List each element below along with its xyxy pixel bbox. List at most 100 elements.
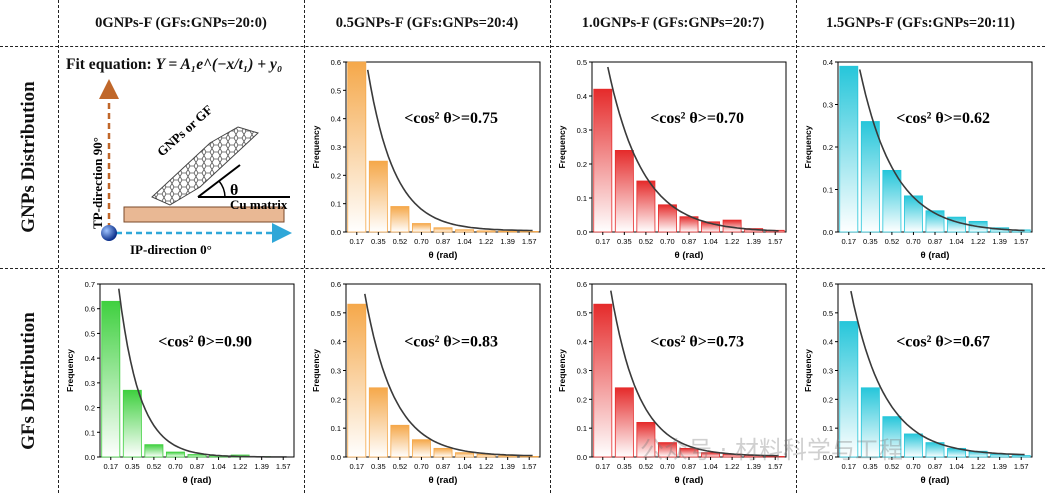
x-tick-label: 1.39 [254, 462, 269, 471]
y-tick-label: 0.0 [331, 453, 341, 462]
x-tick-label: 0.87 [928, 237, 943, 246]
chart-svg: 0.0 0.1 0.2 0.3 0.4 0.5 0.6 0.17 0.35 0.52 0.70 0.8… [557, 280, 787, 486]
x-tick-label: 1.57 [1014, 237, 1029, 246]
x-tick-label: 1.22 [971, 237, 986, 246]
y-tick-label: 0.1 [577, 424, 587, 433]
y-tick-label: 0.1 [823, 186, 833, 195]
x-tick-label: 1.22 [479, 462, 494, 471]
bar [593, 303, 613, 458]
angle-label: θ [230, 182, 238, 199]
x-tick-label: 1.22 [725, 237, 740, 246]
bar [144, 444, 164, 458]
cu-matrix-slab [123, 206, 285, 223]
chart-gfs-0: 0.0 0.1 0.2 0.3 0.4 0.5 0.6 0.7 0.17 0.35 0.52 0.70… [60, 270, 304, 491]
column-header: 0GNPs-F (GFs:GNPs=20:0) [95, 14, 267, 31]
x-tick-label: 0.52 [393, 237, 408, 246]
y-tick-label: 0.5 [577, 58, 587, 67]
x-tick-label: 1.39 [992, 462, 1007, 471]
grid-divider [304, 0, 305, 493]
grid-divider [796, 0, 797, 493]
chart-gnps-1.5: 0.0 0.1 0.2 0.3 0.4 0.17 0.35 0.52 0.70 0.87 1.04 1… [798, 48, 1042, 266]
x-tick-label: 1.39 [746, 462, 761, 471]
chart-svg: 0.0 0.1 0.2 0.3 0.4 0.5 0.6 0.17 0.35 0.52 0.70 0.8… [803, 280, 1033, 486]
y-tick-label: 0.4 [577, 338, 587, 347]
y-axis-label: Frequency [557, 349, 567, 392]
y-axis-label: Frequency [311, 349, 321, 392]
watermark: 公众号 · 材料科学与工程 [640, 436, 903, 464]
x-tick-label: 1.04 [211, 462, 226, 471]
x-tick-label: 1.39 [500, 237, 515, 246]
row-label: GFs Distribution [0, 268, 58, 493]
x-tick-label: 1.39 [746, 237, 761, 246]
bar [411, 439, 431, 458]
x-tick-label: 0.17 [595, 462, 610, 471]
bar [519, 456, 539, 458]
y-tick-label: 0.5 [577, 309, 587, 318]
y-tick-label: 0.5 [823, 309, 833, 318]
orientation-schematic: θ Cu matrix GNPs or GF TP-direction 90° … [90, 79, 292, 257]
y-tick-label: 0.3 [577, 126, 587, 135]
x-tick-label: 1.57 [768, 237, 783, 246]
fit-equation: Fit equation: Y = A₁e^(−x/t₁) + y₀ [66, 56, 282, 74]
y-axis-label: Frequency [803, 349, 813, 392]
y-tick-label: 0.0 [331, 228, 341, 237]
bar [614, 150, 634, 233]
bar [455, 452, 475, 458]
cos2-annotation: <cos² θ>=0.83 [404, 333, 498, 350]
y-tick-label: 0.3 [577, 367, 587, 376]
x-tick-label: 1.39 [992, 237, 1007, 246]
x-tick-label: 1.57 [276, 462, 291, 471]
x-tick-label: 0.17 [103, 462, 118, 471]
x-tick-label: 1.04 [457, 237, 472, 246]
x-tick-label: 0.87 [682, 237, 697, 246]
x-tick-label: 0.17 [349, 237, 364, 246]
bar [122, 389, 142, 458]
origin-sphere [101, 225, 117, 241]
bar [860, 121, 880, 233]
fit-curve [118, 288, 287, 458]
bar [187, 454, 207, 458]
cos2-annotation: <cos² θ>=0.67 [896, 333, 990, 350]
x-tick-label: 0.35 [371, 462, 386, 471]
fit-curve [610, 290, 779, 457]
y-tick-label: 0.1 [85, 428, 95, 437]
x-tick-label: 1.22 [971, 462, 986, 471]
x-axis-label: θ (rad) [675, 475, 704, 486]
bar [455, 229, 475, 233]
x-tick-label: 0.87 [682, 462, 697, 471]
cos2-annotation: <cos² θ>=0.90 [158, 333, 252, 350]
chart-svg: 0.0 0.1 0.2 0.3 0.4 0.5 0.6 0.17 0.35 0.52 0.70 0.8… [311, 280, 541, 486]
x-tick-label: 1.04 [949, 462, 964, 471]
x-tick-label: 0.52 [885, 237, 900, 246]
y-tick-label: 0.3 [331, 143, 341, 152]
bar [368, 387, 388, 458]
y-tick-label: 0.2 [577, 160, 587, 169]
bar [433, 447, 453, 458]
y-tick-label: 0.4 [331, 338, 341, 347]
y-axis-label: Frequency [803, 125, 813, 168]
y-tick-label: 0.5 [331, 309, 341, 318]
x-tick-label: 0.17 [841, 462, 856, 471]
y-tick-label: 0.3 [331, 367, 341, 376]
fit-curve [850, 290, 1025, 456]
angle-arc [218, 180, 226, 198]
fit-curve [858, 69, 1025, 232]
x-tick-label: 1.04 [703, 462, 718, 471]
y-tick-label: 0.4 [577, 92, 587, 101]
cos2-annotation: <cos² θ>=0.75 [404, 110, 498, 127]
y-axis-label: Frequency [557, 125, 567, 168]
y-tick-label: 0.1 [577, 194, 587, 203]
cos2-annotation: <cos² θ>=0.70 [650, 110, 744, 127]
y-tick-label: 0.0 [823, 453, 833, 462]
bar [101, 300, 121, 458]
tp-direction-label: TP-direction 90° [90, 137, 105, 229]
x-tick-label: 0.35 [863, 462, 878, 471]
y-tick-label: 0.0 [577, 228, 587, 237]
graphene-flake [151, 126, 259, 206]
chart-gfs-0.5: 0.0 0.1 0.2 0.3 0.4 0.5 0.6 0.17 0.35 0.52 0.70 0.8… [306, 270, 550, 491]
x-tick-label: 0.87 [928, 462, 943, 471]
bar [636, 180, 656, 233]
x-axis-label: θ (rad) [429, 475, 458, 486]
chart-gnps-0.5: 0.0 0.1 0.2 0.3 0.4 0.5 0.6 0.17 0.35 0.52 0.70 0.8… [306, 48, 550, 266]
y-tick-label: 0.2 [331, 171, 341, 180]
